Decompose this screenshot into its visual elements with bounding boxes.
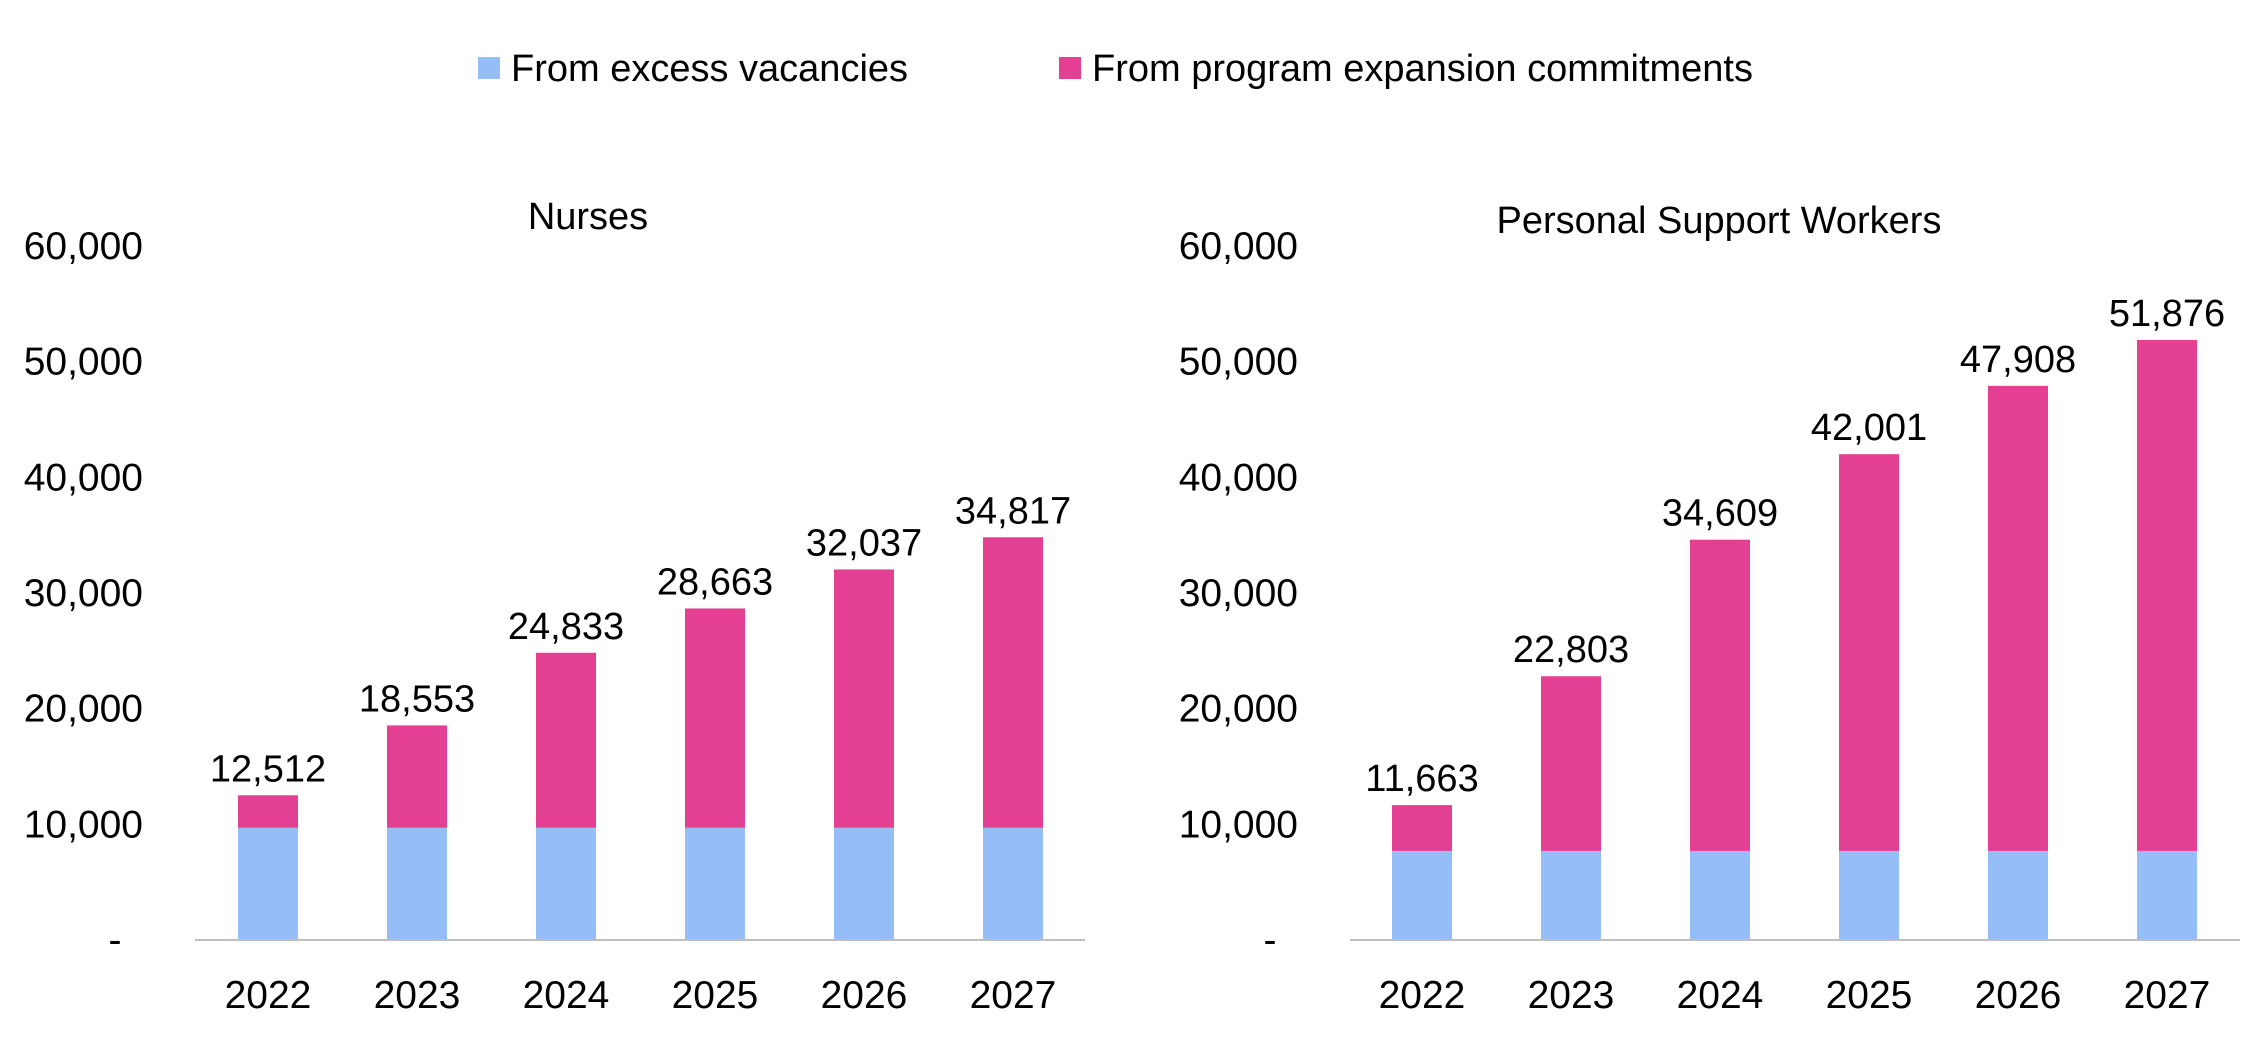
data-label-total: 18,553 [359,678,475,720]
y-tick-label: 60,000 [24,225,143,268]
data-label-total: 47,908 [1960,339,2076,381]
data-label-total: 11,663 [1365,758,1478,800]
y-tick-label: - [1264,919,1277,962]
x-tick-label: 2027 [2124,974,2211,1017]
data-label-total: 12,512 [210,748,326,790]
bar-excess-vacancies [1988,850,2048,940]
x-tick-label: 2025 [672,974,759,1017]
data-label-total: 24,833 [508,606,624,648]
y-axis: - 10,000 20,000 30,000 40,000 50,000 60,000 [24,225,143,962]
y-tick-label: - [109,919,122,962]
x-tick-label: 2023 [374,974,461,1017]
bars [238,537,1043,940]
y-tick-label: 60,000 [1179,225,1298,268]
y-tick-label: 40,000 [1179,456,1298,499]
x-tick-label: 2022 [1379,974,1466,1017]
y-tick-label: 50,000 [1179,341,1298,384]
bar-program-expansion [238,795,298,828]
bar-excess-vacancies [685,827,745,940]
bar-excess-vacancies [1839,850,1899,940]
data-label-total: 22,803 [1513,629,1629,671]
bar-excess-vacancies [1690,850,1750,940]
y-axis: - 10,000 20,000 30,000 40,000 50,000 60,000 [1179,225,1298,962]
bar-excess-vacancies [1541,850,1601,940]
y-tick-label: 20,000 [1179,688,1298,731]
chart-panel-psw: Personal Support Workers - 10,000 20,000 30,… [1179,200,2240,1017]
bar-program-expansion [685,608,745,828]
y-tick-label: 50,000 [24,341,143,384]
legend-swatch [1059,57,1081,79]
x-tick-label: 2024 [523,974,610,1017]
chart-title: Nurses [528,196,648,238]
bar-excess-vacancies [1392,850,1452,940]
bar-program-expansion [1690,539,1750,851]
x-tick-label: 2022 [225,974,312,1017]
bar-program-expansion [387,725,447,828]
bar-excess-vacancies [536,827,596,940]
x-tick-label: 2025 [1826,974,1913,1017]
bar-excess-vacancies [387,827,447,940]
bar-program-expansion [1988,385,2048,851]
legend-swatch [478,57,500,79]
x-tick-label: 2026 [1975,974,2062,1017]
data-label-total: 32,037 [806,522,922,564]
x-tick-label: 2024 [1677,974,1764,1017]
y-tick-label: 10,000 [24,803,143,846]
y-tick-label: 20,000 [24,688,143,731]
legend-item: From excess vacancies [478,48,908,90]
bar-program-expansion [2137,339,2197,851]
bar-program-expansion [1839,454,1899,851]
bar-program-expansion [536,652,596,828]
x-tick-label: 2027 [970,974,1057,1017]
y-tick-label: 30,000 [24,572,143,615]
chart-title: Personal Support Workers [1497,200,1942,242]
y-tick-label: 40,000 [24,456,143,499]
data-label-total: 28,663 [657,561,773,603]
bar-excess-vacancies [2137,850,2197,940]
data-label-total: 34,817 [955,490,1071,532]
bar-program-expansion [983,537,1043,828]
bar-excess-vacancies [983,827,1043,940]
legend-item: From program expansion commitments [1059,48,1753,90]
bar-program-expansion [1541,676,1601,851]
bar-excess-vacancies [834,827,894,940]
bar-program-expansion [834,569,894,828]
legend-label: From excess vacancies [511,48,908,90]
legend: From excess vacancies From program expans… [478,48,1753,90]
data-label-total: 34,609 [1662,493,1778,535]
bar-program-expansion [1392,805,1452,851]
data-label-total: 51,876 [2109,293,2225,335]
x-tick-label: 2026 [821,974,908,1017]
bar-excess-vacancies [238,827,298,940]
y-tick-label: 10,000 [1179,803,1298,846]
x-tick-label: 2023 [1528,974,1615,1017]
chart-panel-nurses: Nurses - 10,000 20,000 30,000 40,000 50,000 60,… [24,196,1085,1017]
legend-label: From program expansion commitments [1092,48,1753,90]
data-label-total: 42,001 [1811,407,1927,449]
y-tick-label: 30,000 [1179,572,1298,615]
bars [1392,339,2197,940]
